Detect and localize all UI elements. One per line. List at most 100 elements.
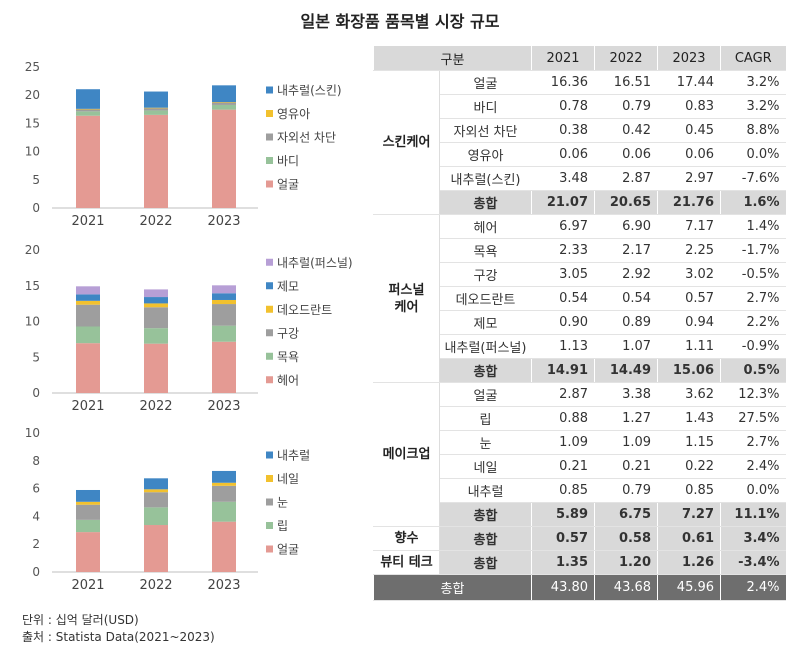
value-cell: 2.4% [720,454,786,479]
bar-segment-1-1-0 [144,343,168,393]
x-tick-label: 2023 [207,578,240,593]
value-cell: 2.92 [594,262,658,287]
row-label: 구강 [438,262,532,287]
value-cell: 1.35 [531,550,595,575]
bar-segment-1-1-4 [144,297,168,304]
row-label: 네일 [438,454,532,479]
x-tick-label: 2022 [139,578,172,593]
bar-segment-0-2-1 [212,104,236,110]
table-subtotal-row: 총합 5.89 6.75 7.27 11.1% [374,502,786,527]
value-cell: 0.79 [594,478,658,503]
legend-label: 내추럴(스킨) [277,84,342,98]
grand-total-cell: 43.80 [531,574,595,601]
bar-segment-2-1-2 [144,492,168,508]
table-row: 자외선 차단 0.38 0.42 0.45 8.8% [374,118,786,143]
bar-segment-1-0-3 [76,300,100,305]
legend-label: 자외선 차단 [277,131,336,145]
bar-segment-1-2-0 [212,341,236,393]
row-label: 총합 [438,550,532,575]
bar-segment-0-1-4 [144,91,168,108]
table-subtotal-row: 향수 총합 0.57 0.58 0.61 3.4% [373,526,786,551]
legend-label: 구강 [277,326,299,340]
y-tick-label: 15 [25,116,40,130]
value-cell: 3.62 [657,382,721,407]
bar-segment-2-1-1 [144,507,168,526]
bar-segment-0-1-1 [144,110,168,115]
row-label: 얼굴 [438,70,532,95]
legend-label: 헤어 [277,373,299,387]
value-cell: 0.88 [531,406,595,431]
legend-swatch [266,352,273,360]
value-cell: 0.38 [531,118,595,143]
value-cell: 2.97 [657,166,721,191]
y-tick-label: 0 [32,565,40,579]
value-cell: 2.7% [720,430,786,455]
legend-swatch [266,282,273,290]
x-tick-label: 2021 [71,214,104,229]
legend-swatch [266,522,273,529]
header-cell: 2021 [531,46,595,71]
bar-segment-0-0-0 [76,115,100,208]
y-tick-label: 20 [25,88,40,102]
value-cell: 0.21 [531,454,595,479]
value-cell: 1.15 [657,430,721,455]
table-row: 퍼스널 케어 헤어 6.97 6.90 7.17 1.4% [373,214,786,383]
y-tick-label: 5 [32,173,40,187]
x-tick-label: 2023 [207,214,240,229]
value-cell: 0.58 [594,526,658,551]
y-tick-label: 25 [25,60,40,74]
header-category: 구분 [372,46,532,71]
value-cell: 11.1% [720,502,786,527]
value-cell: 0.78 [531,94,595,119]
bar-segment-1-0-0 [76,343,100,393]
legend-swatch [266,86,273,94]
value-cell: 2.25 [657,238,721,263]
header-cell: 2023 [657,46,721,71]
bar-segment-1-1-1 [144,328,168,344]
legend-swatch [266,305,273,313]
table-row: 스킨케어 얼굴 16.36 16.51 17.44 3.2% [373,70,786,215]
value-cell: -0.9% [720,334,786,359]
value-cell: 6.97 [531,214,595,239]
value-cell: 0.0% [720,142,786,167]
bar-segment-0-2-4 [212,85,236,103]
value-cell: 2.87 [594,166,658,191]
value-cell: 0.54 [594,286,658,311]
row-label: 내추럴(퍼스널) [438,334,532,359]
legend-label: 데오드란트 [277,303,332,317]
value-cell: 0.54 [531,286,595,311]
value-cell: 20.65 [594,190,658,215]
value-cell: 3.48 [531,166,595,191]
value-cell: 17.44 [657,70,721,95]
legend-label: 립 [277,519,288,533]
value-cell: 3.2% [720,70,786,95]
bar-segment-0-0-3 [76,108,100,110]
table-row: 바디 0.78 0.79 0.83 3.2% [374,94,786,119]
value-cell: 0.83 [657,94,721,119]
bar-segment-0-0-1 [76,111,100,116]
legend-label: 내추럴 [277,449,310,463]
row-label: 총합 [438,358,532,383]
y-tick-label: 20 [25,243,40,257]
value-cell: 1.07 [594,334,658,359]
bar-segment-2-2-1 [212,501,236,522]
row-label: 총합 [438,190,532,215]
y-tick-label: 4 [32,509,40,523]
value-cell: 0.21 [594,454,658,479]
table-row: 눈 1.09 1.09 1.15 2.7% [374,430,786,455]
value-cell: 3.4% [720,526,786,551]
value-cell: 0.90 [531,310,595,335]
bar-segment-2-1-0 [144,525,168,572]
value-cell: -7.6% [720,166,786,191]
y-tick-label: 8 [32,454,40,468]
legend-label: 네일 [277,472,299,486]
row-label: 얼굴 [438,382,532,407]
value-cell: 1.4% [720,214,786,239]
value-cell: 0.22 [657,454,721,479]
value-cell: 21.07 [531,190,595,215]
value-cell: 5.89 [531,502,595,527]
x-tick-label: 2022 [139,399,172,414]
value-cell: 2.33 [531,238,595,263]
value-cell: 15.06 [657,358,721,383]
value-cell: 6.90 [594,214,658,239]
